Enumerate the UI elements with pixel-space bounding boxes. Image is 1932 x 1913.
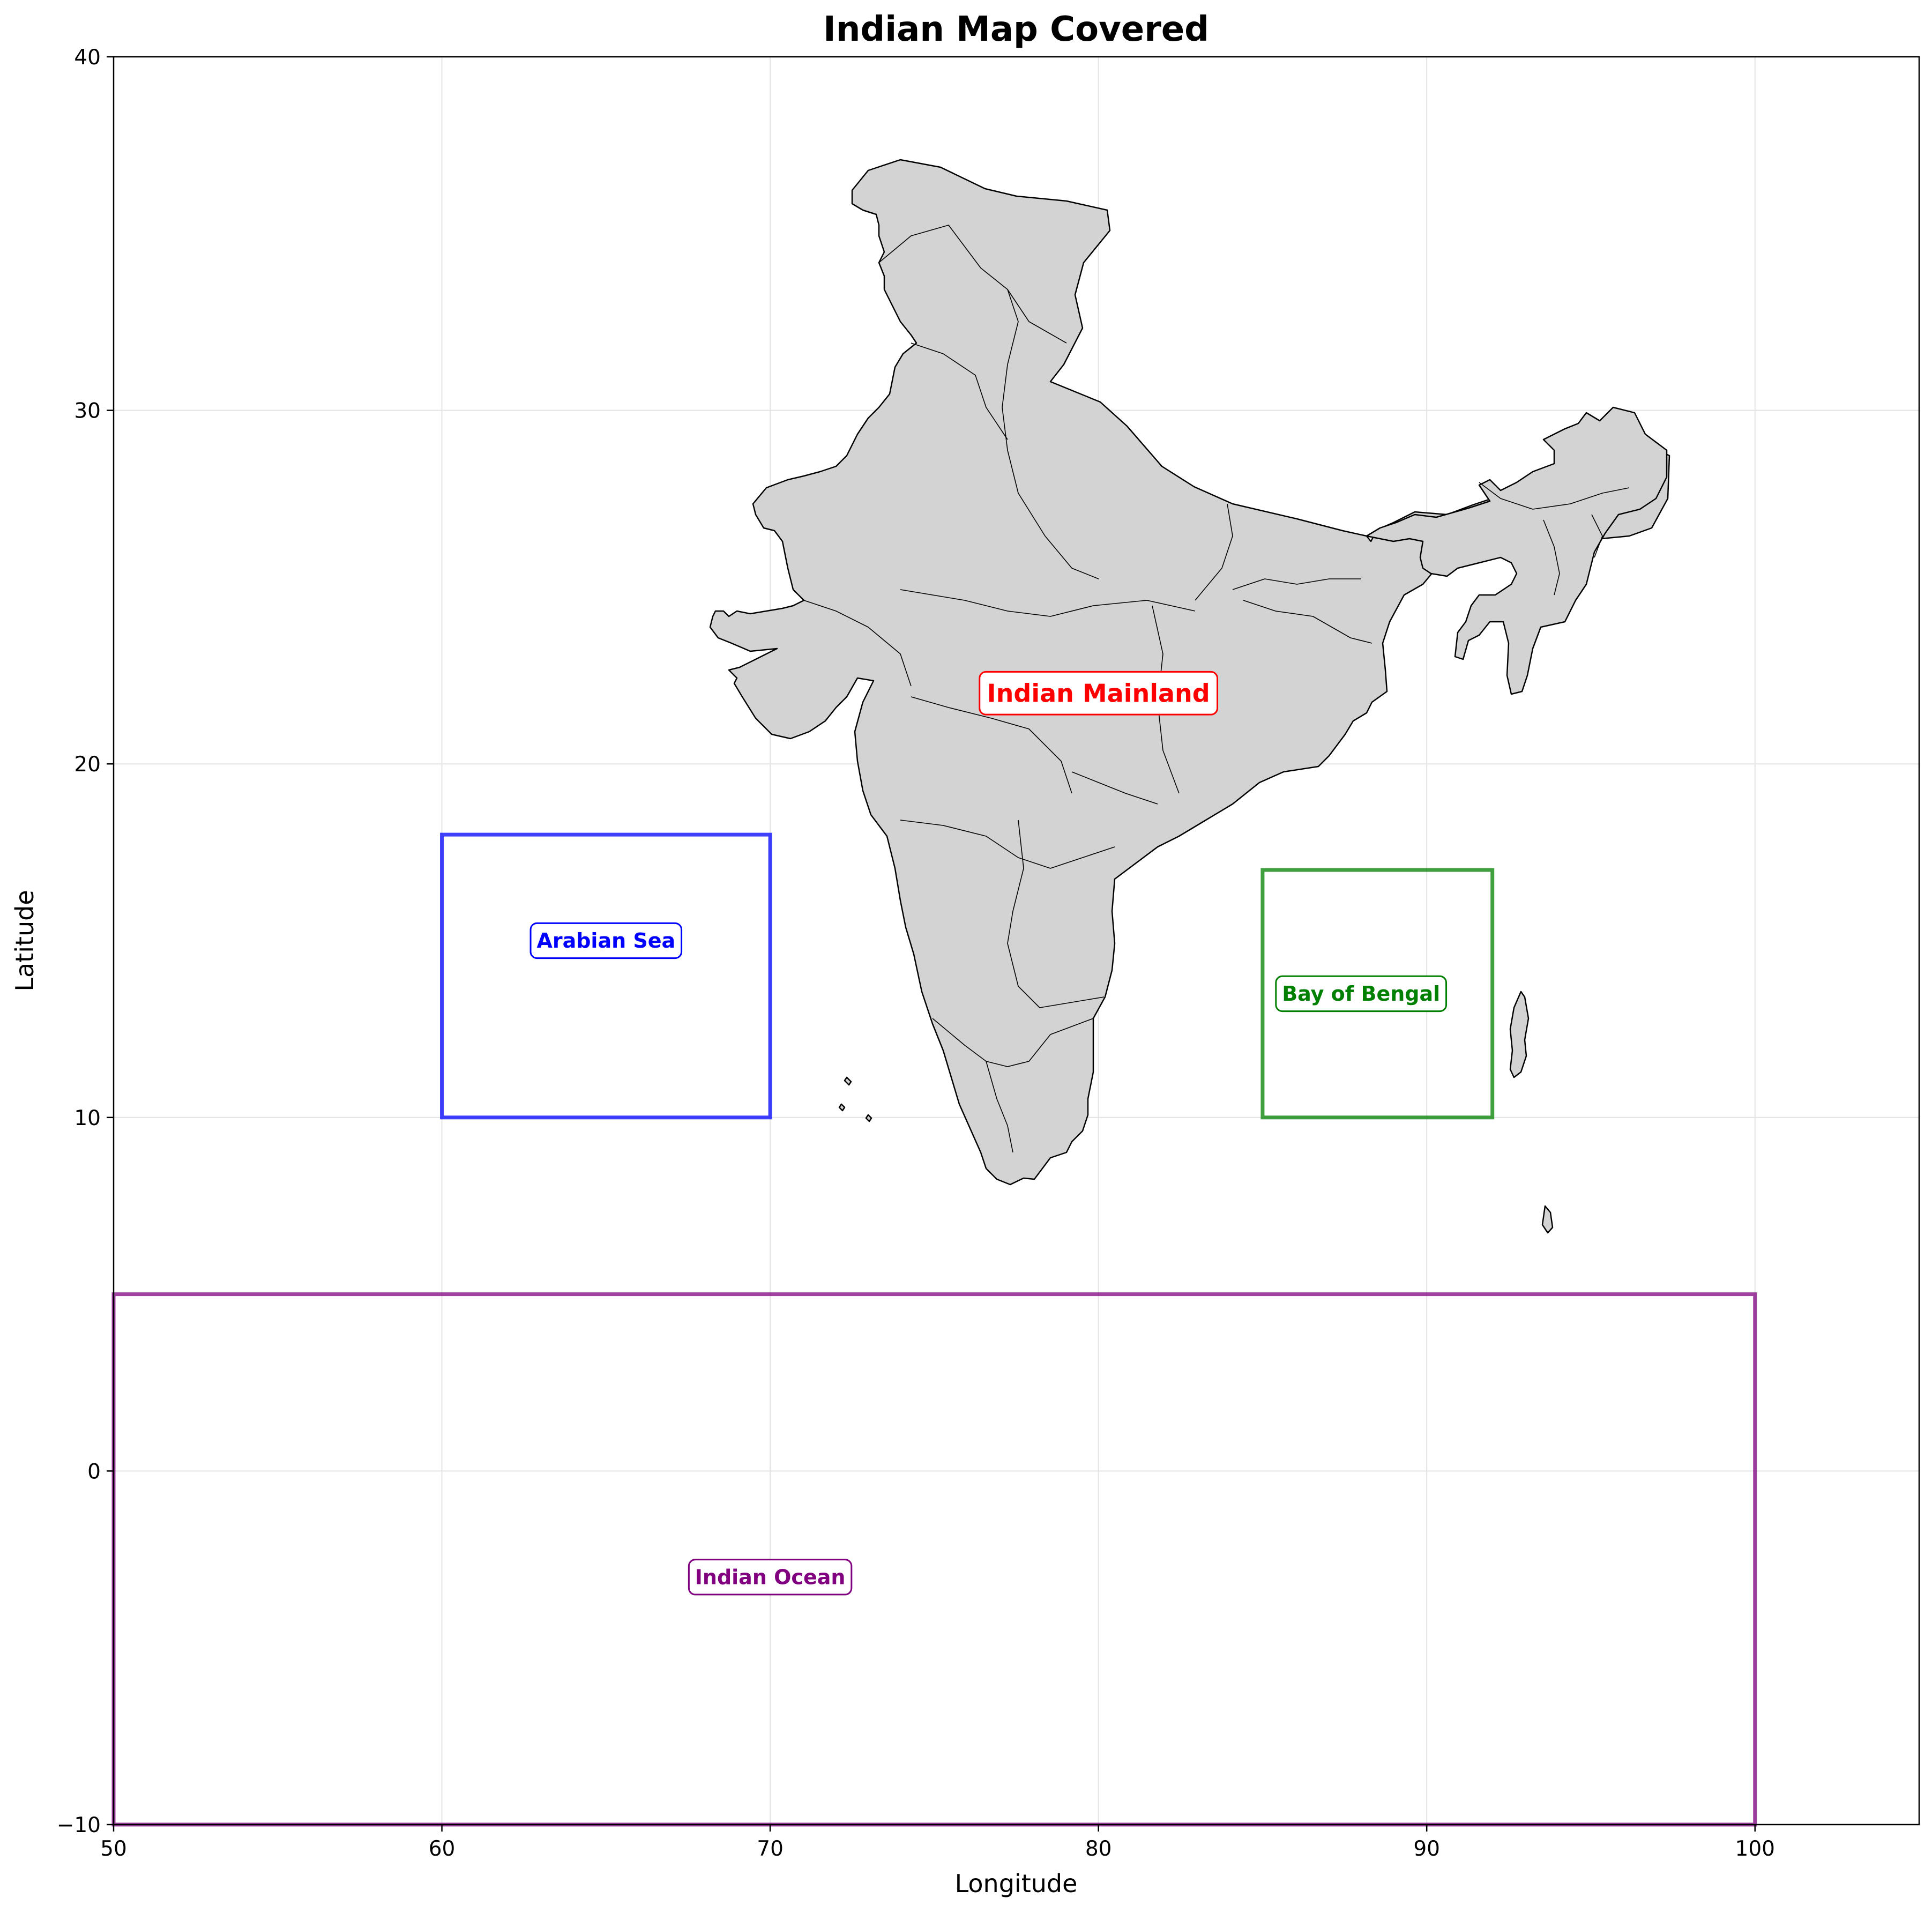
boundary-line (1071, 771, 1158, 805)
x-tick-label: 60 (429, 1837, 456, 1861)
boundary-line (1543, 519, 1560, 596)
boundary-line (900, 820, 1115, 869)
boundary-line (986, 1061, 1013, 1153)
y-tick-label: 0 (87, 1460, 101, 1484)
boundary-line (1479, 482, 1630, 510)
boundary-line (1243, 600, 1372, 644)
boundary-line (1591, 514, 1603, 558)
x-tick-label: 70 (757, 1837, 784, 1861)
nicobar-islands-land (1541, 1205, 1554, 1234)
boundary-line (911, 343, 1008, 440)
x-tick-label: 100 (1735, 1837, 1775, 1861)
indian-mainland-label-box (979, 671, 1219, 716)
boundary-line (1195, 503, 1233, 601)
axes: 50 60 70 80 90 100 −10 0 10 20 30 40 (57, 46, 1920, 1861)
boundary-line (878, 225, 1067, 344)
bay-of-bengal-box (1260, 868, 1495, 1120)
arabian-sea-label-group: Arabian Sea (529, 922, 683, 959)
lakshadweep-islands-land (838, 1076, 872, 1122)
indian-mainland-label: Indian Mainland (987, 679, 1210, 708)
indian-ocean-label-group: Indian Ocean (688, 1559, 853, 1596)
boundary-line (911, 696, 1072, 794)
boundary-line (900, 589, 1196, 617)
x-tick-label: 90 (1413, 1837, 1440, 1861)
y-axis-label: Latitude (10, 890, 39, 991)
y-tick-label: 30 (74, 399, 101, 423)
y-tick-label: 40 (74, 46, 101, 70)
boundary-line (1007, 820, 1105, 1008)
andaman-islands-land (1509, 991, 1530, 1078)
indian-ocean-label: Indian Ocean (695, 1565, 846, 1589)
boundary-line (803, 600, 912, 687)
bay-of-bengal-label: Bay of Bengal (1282, 982, 1440, 1006)
x-tick-label: 80 (1085, 1837, 1112, 1861)
boundary-line (1232, 578, 1361, 590)
y-tick-label: −10 (57, 1813, 101, 1837)
arabian-sea-label-box (529, 922, 683, 959)
india-northeast-land (1366, 406, 1668, 695)
x-tick-label: 50 (100, 1837, 127, 1861)
x-axis-label: Longitude (955, 1869, 1078, 1898)
plot-frame (113, 56, 1920, 1826)
boundary-line (932, 1018, 1094, 1067)
indian-ocean-label-box (688, 1559, 853, 1596)
arabian-sea-box (440, 832, 772, 1120)
bay-of-bengal-label-group: Bay of Bengal (1275, 975, 1448, 1013)
state-boundaries (803, 225, 1630, 1153)
indian-mainland-label-group: Indian Mainland (979, 671, 1219, 716)
boundary-line (1002, 289, 1099, 579)
chart-title: Indian Map Covered (823, 10, 1209, 49)
region-labels: Arabian Sea Bay of Bengal Indian Ocean Indi… (529, 671, 1448, 1596)
bay-of-bengal-label-box (1275, 975, 1448, 1013)
arabian-sea-label: Arabian Sea (536, 929, 675, 952)
y-tick-label: 20 (74, 753, 101, 777)
y-tick-label: 10 (74, 1106, 101, 1130)
